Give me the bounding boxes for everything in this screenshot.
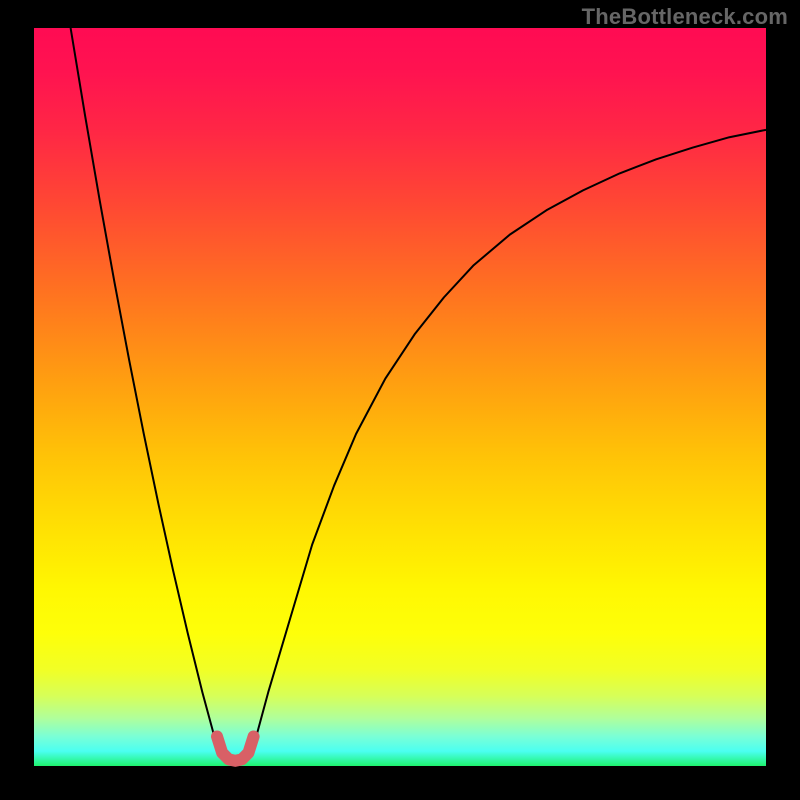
bottleneck-chart (0, 0, 800, 800)
chart-frame: TheBottleneck.com (0, 0, 800, 800)
plot-background-gradient (34, 28, 766, 766)
watermark-label: TheBottleneck.com (582, 4, 788, 30)
